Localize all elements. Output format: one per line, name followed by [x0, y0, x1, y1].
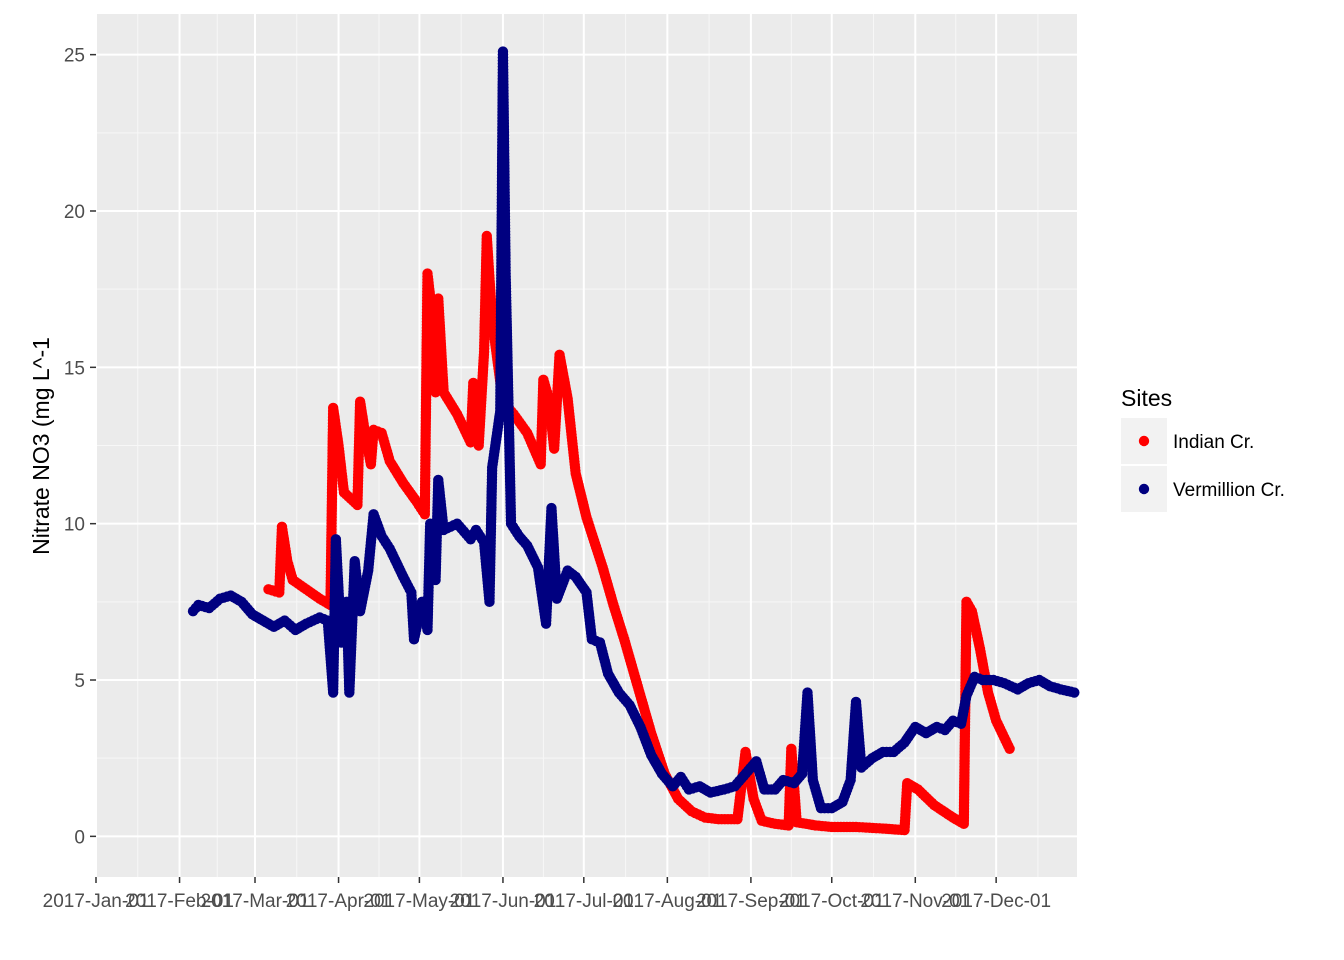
x-tick-label: 2017-Jul-01	[534, 891, 634, 912]
x-tick-label: 2017-Oct-01	[779, 891, 885, 912]
y-tick-label: 25	[64, 46, 85, 67]
legend-key	[1138, 435, 1150, 447]
series-vermillion-cr	[187, 46, 1080, 814]
data-point	[1069, 687, 1080, 698]
x-tick-label: 2017-Dec-01	[941, 891, 1051, 912]
x-tick-label: 2017-Aug-01	[612, 891, 722, 912]
legend-key	[1138, 483, 1150, 495]
x-tick-label: 2017-May-01	[363, 891, 475, 912]
data-point	[1004, 743, 1015, 755]
legend-title: Sites	[1121, 385, 1172, 411]
x-tick-label: 2017-Sep-01	[696, 891, 806, 912]
legend: Sites Indian Cr. Vermillion Cr.	[1121, 385, 1285, 512]
y-tick-label: 15	[64, 358, 85, 379]
legend-label: Indian Cr.	[1173, 432, 1254, 453]
x-tick-label: 2017-Mar-01	[201, 891, 310, 912]
x-tick-label: 2017-Feb-01	[125, 891, 234, 912]
y-axis-title: Nitrate NO3 (mg L^-1	[28, 337, 54, 555]
x-tick-label: 2017-Jun-01	[450, 891, 557, 912]
legend-label: Vermillion Cr.	[1173, 480, 1285, 501]
y-tick-label: 10	[64, 515, 85, 536]
plot-panel	[95, 14, 1080, 877]
x-tick-label: 2017-Apr-01	[286, 891, 392, 912]
y-tick-label: 20	[64, 202, 85, 223]
x-tick-label: 2017-Jan-01	[43, 891, 150, 912]
y-axis: 0 5 10 15 20 25	[64, 46, 96, 848]
x-axis: 2017-Jan-012017-Feb-012017-Mar-012017-Ap…	[43, 877, 1051, 912]
y-tick-label: 5	[74, 671, 85, 692]
y-tick-label: 0	[74, 827, 85, 848]
legend-items: Indian Cr. Vermillion Cr.	[1121, 418, 1285, 512]
x-tick-label: 2017-Nov-01	[860, 891, 970, 912]
